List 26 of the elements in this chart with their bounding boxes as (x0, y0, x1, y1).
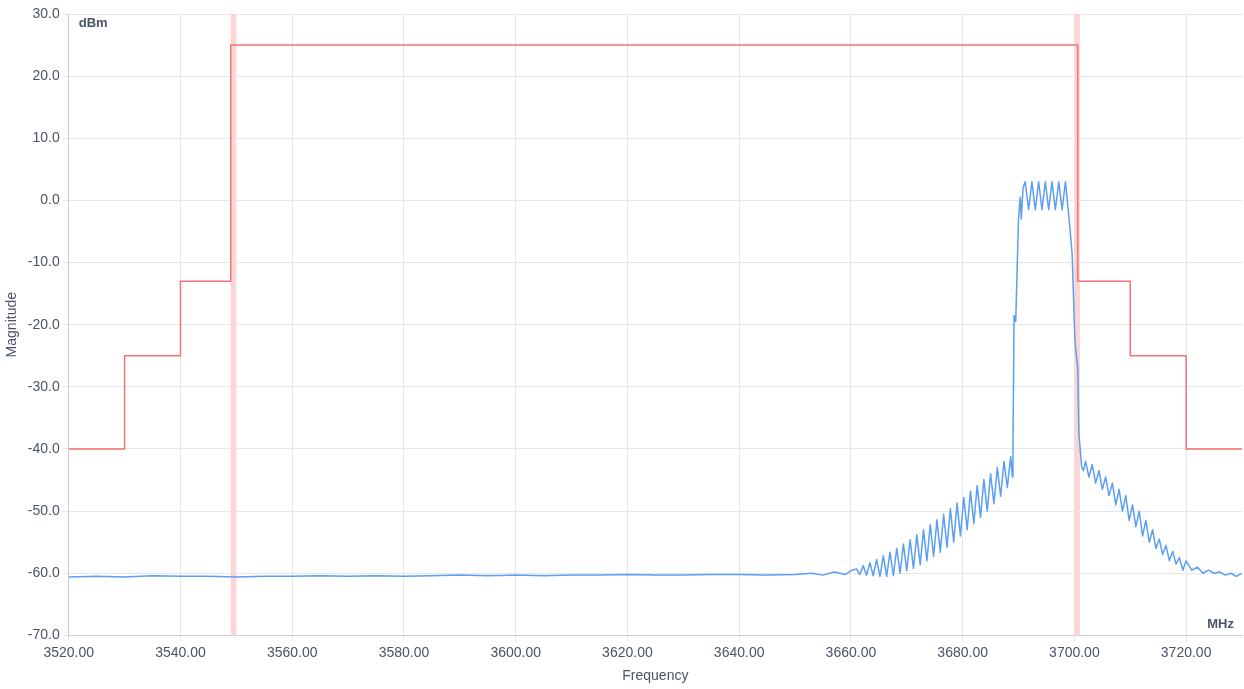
y-tick-label: -70.0 (27, 626, 60, 643)
y-tick-label: 20.0 (32, 67, 60, 83)
x-tick-label: 3700.00 (1049, 643, 1100, 660)
y-axis-title: Magnitude (3, 291, 20, 358)
x-tick-label: 3680.00 (937, 643, 989, 660)
x-tick-label: 3520.00 (43, 643, 95, 660)
x-tick-label: 3600.00 (490, 643, 542, 660)
x-tick-label: 3580.00 (378, 643, 430, 660)
y-tick-label: -60.0 (27, 564, 60, 581)
y-tick-label: -40.0 (27, 439, 60, 456)
y-tick-label: -30.0 (27, 377, 60, 394)
x-tick-label: 3540.00 (155, 643, 206, 660)
x-tick-label: 3620.00 (602, 643, 653, 660)
annotation: MHz (1207, 616, 1235, 632)
x-tick-label: 3560.00 (266, 643, 318, 660)
annotation: dBm (78, 15, 108, 31)
y-tick-label: 30.0 (32, 4, 60, 21)
x-tick-label: 3660.00 (825, 643, 877, 660)
x-tick-label: 3640.00 (713, 643, 765, 660)
x-tick-label: 3720.00 (1160, 643, 1212, 660)
y-tick-label: -50.0 (27, 501, 60, 518)
y-tick-label: 10.0 (32, 129, 60, 146)
x-axis-title: Frequency (622, 667, 689, 684)
y-tick-label: -10.0 (27, 253, 60, 270)
y-tick-label: 0.0 (40, 191, 60, 208)
y-tick-label: -20.0 (27, 315, 60, 332)
